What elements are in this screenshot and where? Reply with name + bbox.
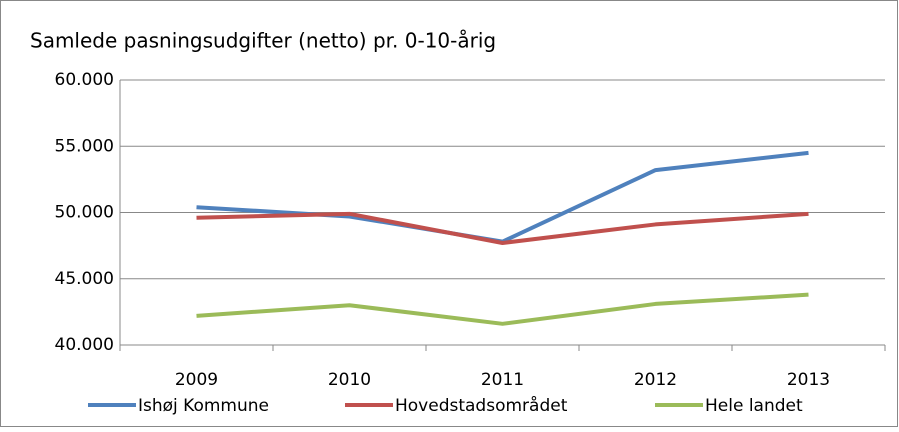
series-line [196,211,809,245]
legend-label: Hele landet [705,396,803,416]
x-tick-label: 2013 [787,370,830,390]
y-tick-label: 60.000 [55,70,114,90]
legend-label: Ishøj Kommune [138,396,269,416]
x-tick-label: 2010 [328,370,371,390]
chart-title: Samlede pasningsudgifter (netto) pr. 0-1… [30,29,496,53]
y-tick-label: 55.000 [55,136,114,156]
x-tick-label: 2012 [634,370,677,390]
legend-label: Hovedstadsområdet [395,395,568,416]
x-tick-label: 2009 [175,370,218,390]
y-tick-label: 40.000 [55,335,114,355]
x-tick-label: 2011 [481,370,524,390]
y-tick-label: 50.000 [55,203,114,223]
y-tick-label: 45.000 [55,269,114,289]
series-line [196,292,809,326]
